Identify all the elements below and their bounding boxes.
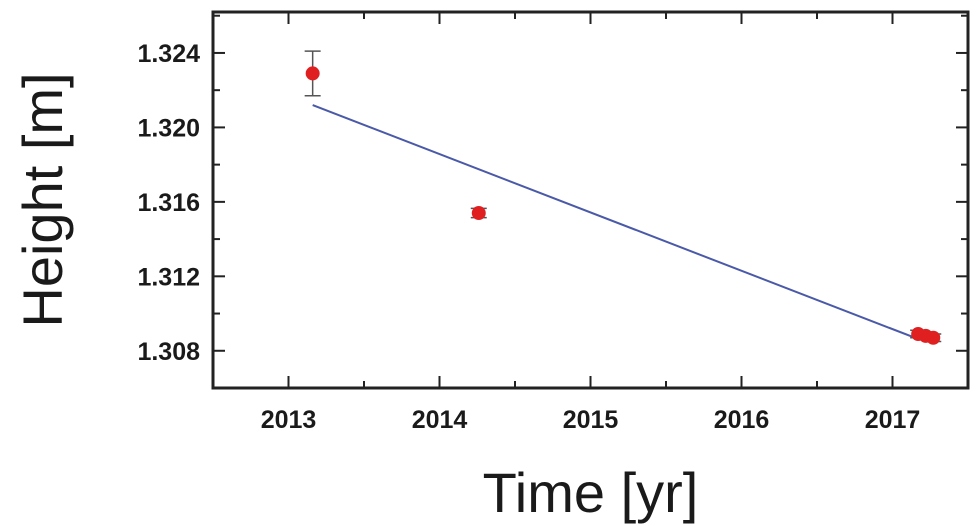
y-axis-ticks	[213, 14, 968, 389]
x-tick-label: 2016	[714, 406, 770, 434]
x-tick-label: 2017	[865, 406, 921, 434]
x-tick-label: 2015	[563, 406, 619, 434]
y-tick-label: 1.312	[137, 263, 200, 291]
data-point	[471, 206, 486, 221]
y-tick-label: 1.324	[137, 40, 200, 68]
fit-line	[312, 104, 921, 341]
x-axis-label: Time [yr]	[483, 461, 699, 524]
x-tick-label: 2014	[412, 406, 468, 434]
y-tick-label: 1.308	[137, 338, 200, 366]
y-axis-label: Height [m]	[11, 72, 74, 327]
data-point	[926, 330, 941, 345]
y-tick-label: 1.320	[137, 114, 200, 142]
x-tick-label: 2013	[261, 406, 317, 434]
y-tick-labels: 1.308 1.312 1.316 1.320 1.324	[137, 40, 200, 366]
x-axis-ticks	[212, 12, 969, 388]
plot-frame	[211, 10, 970, 390]
error-bars	[304, 50, 942, 343]
data-point	[305, 66, 320, 81]
fit-line-group	[312, 104, 921, 341]
x-tick-labels: 2013 2014 2015 2016 2017	[261, 406, 921, 434]
data-points	[305, 66, 941, 345]
y-tick-label: 1.316	[137, 189, 200, 217]
